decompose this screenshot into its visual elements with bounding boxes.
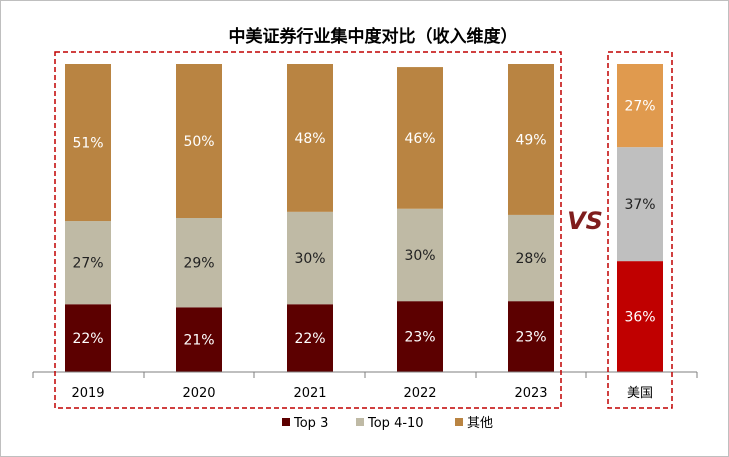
data-label: 27%	[624, 99, 655, 115]
bar-segment	[397, 301, 443, 372]
bar-segment	[617, 261, 663, 372]
bar-segment	[65, 64, 111, 222]
x-tick-label: 2019	[71, 386, 104, 401]
legend-swatch	[282, 418, 290, 426]
group-box-china	[54, 51, 562, 409]
bar-segment	[287, 304, 333, 372]
bar-segment	[397, 208, 443, 302]
data-label: 23%	[404, 330, 435, 346]
data-label: 51%	[72, 136, 103, 152]
bar-segment	[65, 221, 111, 305]
data-label: 37%	[624, 197, 655, 213]
data-label: 30%	[294, 251, 325, 267]
bars-layer: 22% 27% 51% 21% 29% 50% 22% 30% 48% 23% 30% 46% 23% 2…	[65, 64, 663, 372]
bar-segment	[176, 218, 222, 308]
bar-segment	[508, 301, 554, 372]
bar-segment	[508, 64, 554, 215]
data-label: 50%	[183, 134, 214, 150]
x-tick-label: 2021	[293, 386, 326, 401]
bar-segment	[617, 64, 663, 148]
x-tick-label: 2020	[182, 386, 215, 401]
legend-label: Top 3	[293, 416, 328, 431]
x-axis-ticks: 2019 2020 2021 2022 2023 美国	[32, 372, 698, 401]
legend-label: Top 4-10	[367, 416, 424, 431]
group-box-us	[607, 51, 673, 409]
x-tick-label: 2023	[514, 386, 547, 401]
bar-segment	[176, 64, 222, 218]
bar-segment	[176, 307, 222, 372]
data-label: 49%	[515, 132, 546, 148]
x-tick-label: 美国	[627, 386, 653, 401]
bar-segment	[617, 147, 663, 262]
data-label: 29%	[183, 256, 214, 272]
bar-segment	[508, 214, 554, 302]
vs-label: VS	[567, 207, 603, 235]
data-label: 27%	[72, 256, 103, 272]
data-label: 36%	[624, 310, 655, 326]
data-label: 48%	[294, 131, 325, 147]
data-label: 46%	[404, 131, 435, 147]
chart-title: 中美证券行业集中度对比（收入维度）	[229, 26, 518, 47]
bar-segment	[397, 67, 443, 209]
bar-segment	[65, 304, 111, 372]
data-label: 21%	[183, 333, 214, 349]
data-label: 23%	[515, 330, 546, 346]
data-label: 22%	[294, 331, 325, 347]
data-label: 22%	[72, 331, 103, 347]
data-label: 28%	[515, 251, 546, 267]
legend-swatch	[455, 418, 463, 426]
legend: Top 3 Top 4-10 其他	[282, 416, 493, 431]
legend-swatch	[356, 418, 364, 426]
data-label: 30%	[404, 248, 435, 264]
legend-label: 其他	[467, 416, 493, 431]
x-tick-label: 2022	[403, 386, 436, 401]
bar-segment	[287, 64, 333, 212]
bar-segment	[287, 211, 333, 305]
